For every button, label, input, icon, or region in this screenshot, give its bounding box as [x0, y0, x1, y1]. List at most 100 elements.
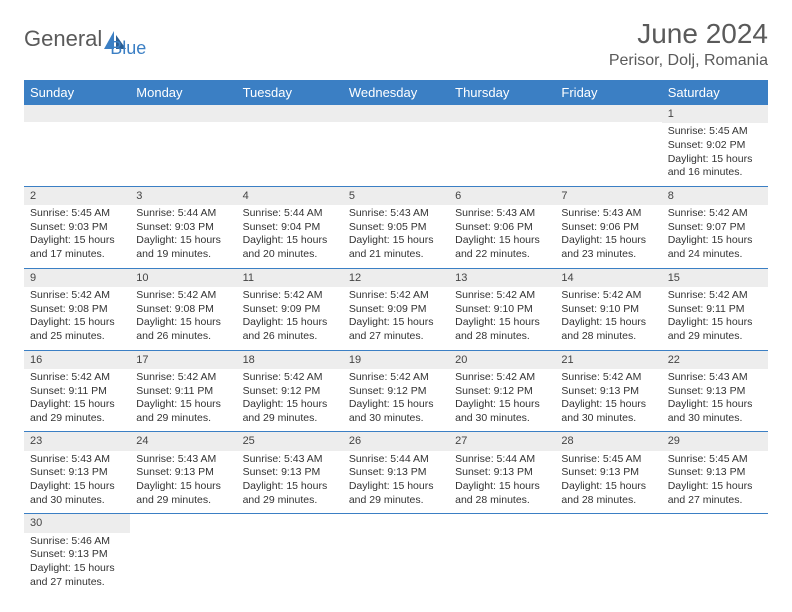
calendar-cell: 5Sunrise: 5:43 AMSunset: 9:05 PMDaylight… [343, 186, 449, 268]
day-number: 9 [24, 269, 130, 287]
day-number: 7 [555, 187, 661, 205]
daylight-line: Daylight: 15 hours and 29 minutes. [243, 480, 337, 507]
day-header: Wednesday [343, 80, 449, 105]
calendar-cell: 28Sunrise: 5:45 AMSunset: 9:13 PMDayligh… [555, 432, 661, 514]
daylight-line: Daylight: 15 hours and 30 minutes. [668, 398, 762, 425]
sunrise-line: Sunrise: 5:43 AM [349, 207, 443, 221]
daylight-line: Daylight: 15 hours and 30 minutes. [455, 398, 549, 425]
sunset-line: Sunset: 9:09 PM [243, 303, 337, 317]
sunset-line: Sunset: 9:13 PM [561, 466, 655, 480]
calendar-cell: 4Sunrise: 5:44 AMSunset: 9:04 PMDaylight… [237, 186, 343, 268]
daylight-line: Daylight: 15 hours and 29 minutes. [243, 398, 337, 425]
calendar-week: 30Sunrise: 5:46 AMSunset: 9:13 PMDayligh… [24, 514, 768, 595]
logo: General Blue [24, 18, 146, 59]
day-number: 12 [343, 269, 449, 287]
daylight-line: Daylight: 15 hours and 23 minutes. [561, 234, 655, 261]
day-header: Friday [555, 80, 661, 105]
calendar-cell: 6Sunrise: 5:43 AMSunset: 9:06 PMDaylight… [449, 186, 555, 268]
calendar-cell [555, 105, 661, 186]
sunset-line: Sunset: 9:12 PM [455, 385, 549, 399]
day-number: 17 [130, 351, 236, 369]
daylight-line: Daylight: 15 hours and 16 minutes. [668, 153, 762, 180]
empty-day-band [237, 105, 343, 122]
sunset-line: Sunset: 9:11 PM [668, 303, 762, 317]
calendar-cell: 23Sunrise: 5:43 AMSunset: 9:13 PMDayligh… [24, 432, 130, 514]
daylight-line: Daylight: 15 hours and 26 minutes. [243, 316, 337, 343]
sunset-line: Sunset: 9:13 PM [668, 385, 762, 399]
calendar-cell [24, 105, 130, 186]
sunrise-line: Sunrise: 5:42 AM [668, 207, 762, 221]
calendar-cell: 10Sunrise: 5:42 AMSunset: 9:08 PMDayligh… [130, 268, 236, 350]
calendar-cell: 12 Sunrise: 5:42 AMSunset: 9:09 PMDayligh… [343, 268, 449, 350]
calendar-cell [130, 105, 236, 186]
calendar-cell: 20Sunrise: 5:42 AMSunset: 9:12 PMDayligh… [449, 350, 555, 432]
day-header: Saturday [662, 80, 768, 105]
month-title: June 2024 [609, 18, 768, 50]
sunset-line: Sunset: 9:13 PM [30, 548, 124, 562]
calendar-cell: 7 Sunrise: 5:43 AMSunset: 9:06 PMDaylight… [555, 186, 661, 268]
daylight-line: Daylight: 15 hours and 24 minutes. [668, 234, 762, 261]
sunrise-line: Sunrise: 5:42 AM [243, 289, 337, 303]
calendar-week: 9Sunrise: 5:42 AMSunset: 9:08 PMDaylight… [24, 268, 768, 350]
sunset-line: Sunset: 9:11 PM [136, 385, 230, 399]
sunset-line: Sunset: 9:13 PM [136, 466, 230, 480]
calendar-cell: 27Sunrise: 5:44 AMSunset: 9:13 PMDayligh… [449, 432, 555, 514]
sunrise-line: Sunrise: 5:43 AM [455, 207, 549, 221]
daylight-line: Daylight: 15 hours and 29 minutes. [136, 398, 230, 425]
daylight-line: Daylight: 15 hours and 29 minutes. [30, 398, 124, 425]
daylight-line: Daylight: 15 hours and 30 minutes. [349, 398, 443, 425]
calendar-cell [343, 514, 449, 595]
daylight-line: Daylight: 15 hours and 27 minutes. [349, 316, 443, 343]
day-number: 30 [24, 514, 130, 532]
daylight-line: Daylight: 15 hours and 27 minutes. [30, 562, 124, 589]
calendar-cell: 15Sunrise: 5:42 AMSunset: 9:11 PMDayligh… [662, 268, 768, 350]
calendar-cell [343, 105, 449, 186]
calendar-cell: 19Sunrise: 5:42 AMSunset: 9:12 PMDayligh… [343, 350, 449, 432]
sunset-line: Sunset: 9:13 PM [349, 466, 443, 480]
calendar-cell: 21Sunrise: 5:42 AMSunset: 9:13 PMDayligh… [555, 350, 661, 432]
calendar-cell: 11Sunrise: 5:42 AMSunset: 9:09 PMDayligh… [237, 268, 343, 350]
sunrise-line: Sunrise: 5:42 AM [30, 371, 124, 385]
sunset-line: Sunset: 9:08 PM [136, 303, 230, 317]
day-header: Sunday [24, 80, 130, 105]
calendar-body: 1Sunrise: 5:45 AMSunset: 9:02 PMDaylight… [24, 105, 768, 595]
sunrise-line: Sunrise: 5:42 AM [349, 371, 443, 385]
sunrise-line: Sunrise: 5:43 AM [561, 207, 655, 221]
day-number: 28 [555, 432, 661, 450]
day-number: 15 [662, 269, 768, 287]
calendar-cell [449, 105, 555, 186]
sunrise-line: Sunrise: 5:45 AM [561, 453, 655, 467]
calendar-week: 16Sunrise: 5:42 AMSunset: 9:11 PMDayligh… [24, 350, 768, 432]
day-number: 21 [555, 351, 661, 369]
sunrise-line: Sunrise: 5:44 AM [136, 207, 230, 221]
title-block: June 2024 Perisor, Dolj, Romania [609, 18, 768, 70]
calendar-cell [555, 514, 661, 595]
sunset-line: Sunset: 9:09 PM [349, 303, 443, 317]
calendar-cell: 26Sunrise: 5:44 AMSunset: 9:13 PMDayligh… [343, 432, 449, 514]
day-number: 25 [237, 432, 343, 450]
calendar-cell: 3Sunrise: 5:44 AMSunset: 9:03 PMDaylight… [130, 186, 236, 268]
daylight-line: Daylight: 15 hours and 30 minutes. [30, 480, 124, 507]
daylight-line: Daylight: 15 hours and 26 minutes. [136, 316, 230, 343]
logo-text-general: General [24, 26, 102, 52]
sunset-line: Sunset: 9:12 PM [349, 385, 443, 399]
calendar-cell [449, 514, 555, 595]
calendar-cell: 24Sunrise: 5:43 AMSunset: 9:13 PMDayligh… [130, 432, 236, 514]
logo-text-blue: Blue [110, 38, 146, 59]
empty-day-band [24, 105, 130, 122]
calendar-cell: 14Sunrise: 5:42 AMSunset: 9:10 PMDayligh… [555, 268, 661, 350]
daylight-line: Daylight: 15 hours and 22 minutes. [455, 234, 549, 261]
day-number: 24 [130, 432, 236, 450]
sunrise-line: Sunrise: 5:43 AM [30, 453, 124, 467]
sunrise-line: Sunrise: 5:42 AM [349, 289, 443, 303]
sunset-line: Sunset: 9:06 PM [561, 221, 655, 235]
calendar-week: 1Sunrise: 5:45 AMSunset: 9:02 PMDaylight… [24, 105, 768, 186]
sunrise-line: Sunrise: 5:42 AM [455, 289, 549, 303]
sunrise-line: Sunrise: 5:43 AM [136, 453, 230, 467]
daylight-line: Daylight: 15 hours and 28 minutes. [455, 316, 549, 343]
daylight-line: Daylight: 15 hours and 19 minutes. [136, 234, 230, 261]
day-header: Thursday [449, 80, 555, 105]
day-number: 16 [24, 351, 130, 369]
day-number: 22 [662, 351, 768, 369]
sunrise-line: Sunrise: 5:42 AM [561, 371, 655, 385]
